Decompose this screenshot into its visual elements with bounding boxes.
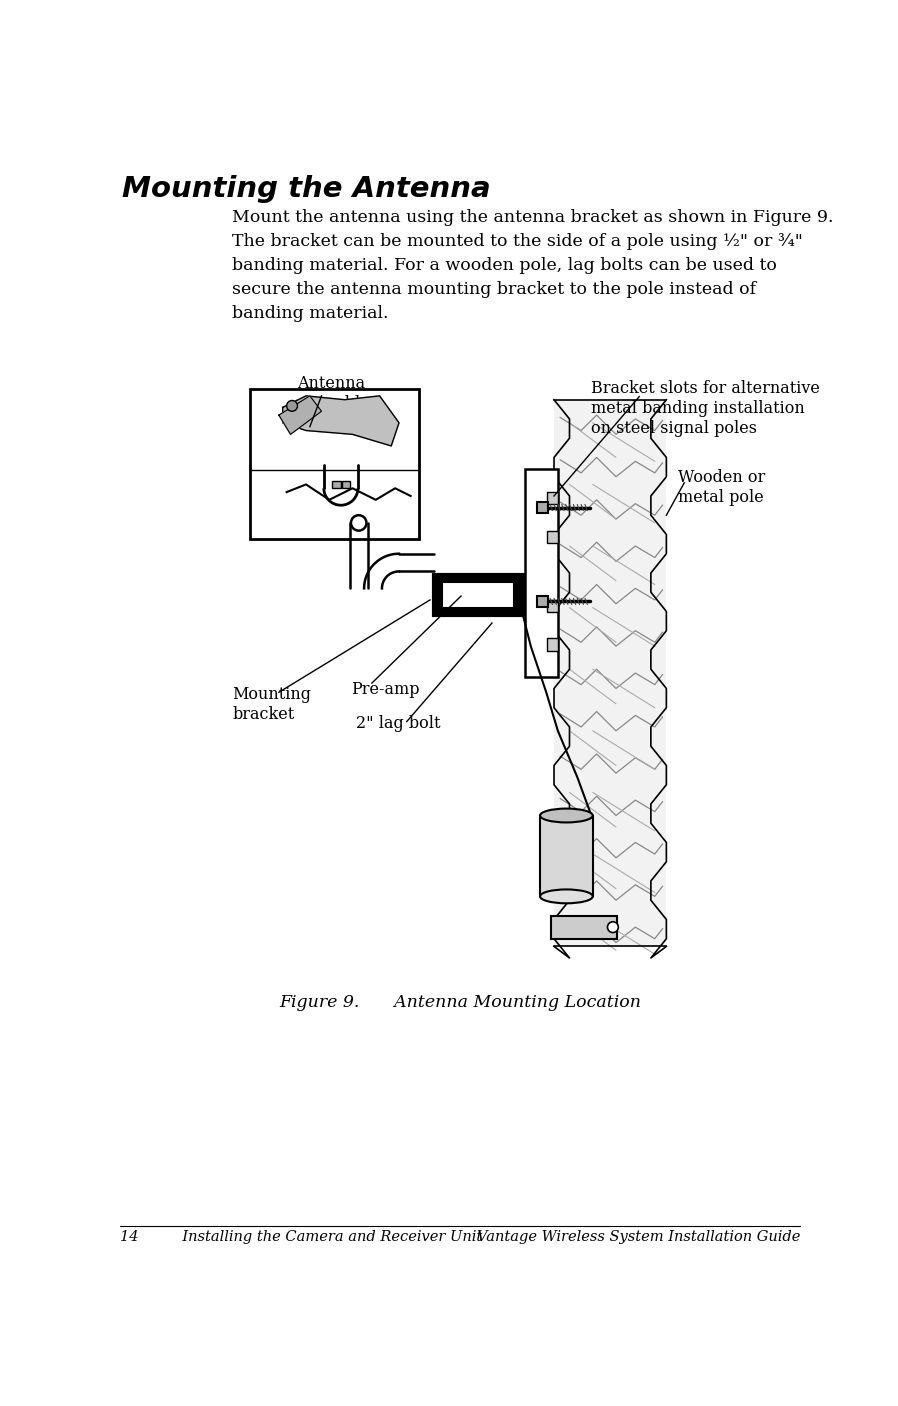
Bar [342,481,350,488]
Bar [547,600,558,612]
Text: Mounting the Antenna: Mounting the Antenna [121,174,490,202]
Bar [252,391,421,541]
Bar [251,389,419,538]
Bar [554,399,666,946]
Bar [331,481,341,488]
Bar [434,575,523,616]
Text: Pre-amp: Pre-amp [351,681,419,697]
Ellipse shape [540,808,593,823]
Polygon shape [279,396,321,434]
Text: Mounting
bracket: Mounting bracket [233,686,312,723]
Circle shape [286,401,297,412]
Bar [514,578,523,613]
Text: Bracket slots for alternative
metal banding installation
on steel signal poles: Bracket slots for alternative metal band… [591,381,820,437]
Circle shape [607,922,619,932]
Bar [441,582,516,609]
Text: 2" lag bolt: 2" lag bolt [357,716,441,733]
Text: Wooden or
metal pole: Wooden or metal pole [678,470,765,506]
Text: Figure 9.  Antenna Mounting Location: Figure 9. Antenna Mounting Location [279,994,641,1011]
Bar [547,638,558,651]
Text: 14   Installing the Camera and Receiver Unit: 14 Installing the Camera and Receiver Un… [120,1230,482,1244]
Bar [537,596,548,607]
Bar [525,470,558,676]
Text: Mount the antenna using the antenna bracket as shown in Figure 9.
The bracket ca: Mount the antenna using the antenna brac… [233,208,834,322]
Bar [540,815,593,897]
Bar [434,578,442,613]
Bar [547,530,558,543]
Text: Antenna
assembly: Antenna assembly [294,375,369,412]
Bar [547,492,558,505]
Bar [550,915,617,939]
Polygon shape [283,396,399,446]
Text: Vantage Wireless System Installation Guide: Vantage Wireless System Installation Gui… [477,1230,800,1244]
Ellipse shape [540,890,593,903]
Bar [537,502,548,513]
